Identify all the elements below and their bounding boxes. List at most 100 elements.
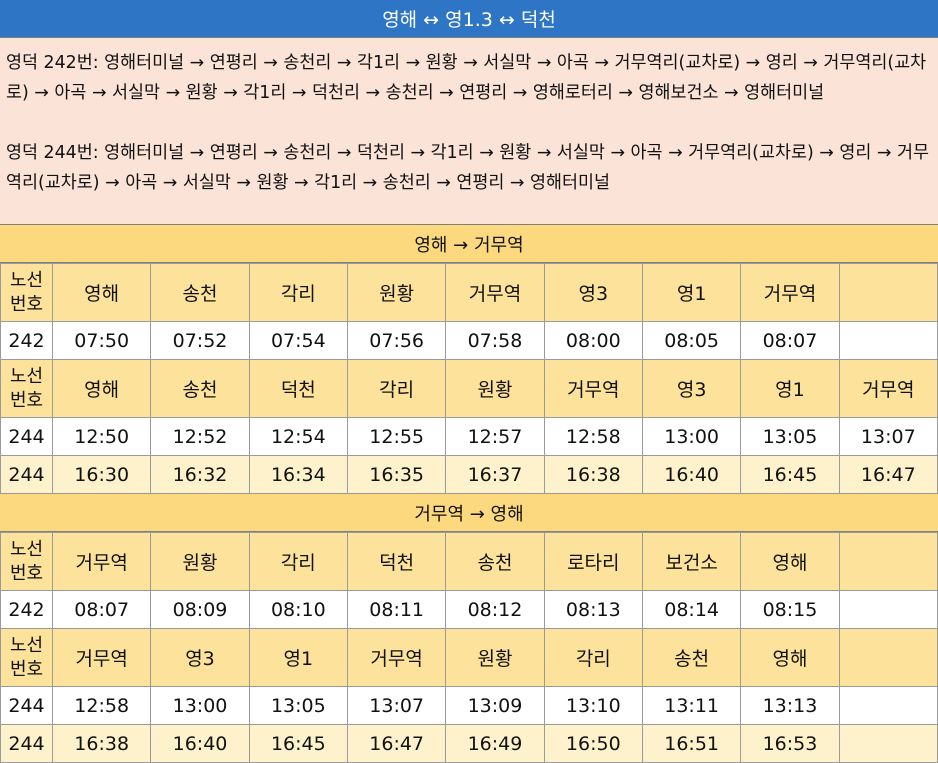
stop-name-cell: 보건소 (641, 532, 742, 591)
stop-name-cell: 덕천 (346, 532, 447, 591)
departure-time-cell: 08:07 (51, 590, 152, 629)
departure-time-cell: 08:09 (150, 590, 250, 629)
stop-header-row: 노선 번호 거무역 원황 각리 덕천 송천 로타리 보건소 영해 (0, 532, 938, 591)
departure-time-cell: 07:54 (248, 321, 348, 360)
departure-time-cell: 07:56 (346, 321, 447, 360)
stop-name-cell: 송천 (150, 263, 250, 322)
route-number-cell: 244 (0, 686, 53, 725)
departure-time-cell: 13:09 (445, 686, 545, 725)
departure-time-cell (838, 686, 938, 725)
departure-time-cell: 16:37 (445, 455, 545, 494)
schedule-table: 노선 번호 거무역 원황 각리 덕천 송천 로타리 보건소 영해 242 08:07 08:09 08:… (0, 532, 938, 763)
route-number-cell: 244 (0, 455, 53, 494)
departure-time-cell: 16:40 (150, 724, 250, 763)
stop-name-cell: 로타리 (543, 532, 643, 591)
departure-time-cell: 12:57 (445, 417, 545, 456)
departure-time-cell: 12:52 (150, 417, 250, 456)
stop-name-cell: 거무역 (51, 532, 152, 591)
stop-name-cell: 거무역 (543, 359, 643, 418)
stop-name-cell (838, 263, 938, 322)
timetable-title: 영해 ↔ 영1.3 ↔ 덕천 (0, 0, 938, 38)
schedule-row: 244 16:30 16:32 16:34 16:35 16:37 16:38 16:40 16… (0, 455, 938, 494)
departure-time-cell: 16:49 (445, 724, 545, 763)
section-title: 영해 → 거무역 (0, 225, 938, 263)
departure-time-cell: 13:10 (543, 686, 643, 725)
stop-name-cell: 원황 (346, 263, 447, 322)
stop-name-cell: 덕천 (248, 359, 348, 418)
stop-name-cell: 거무역 (346, 628, 447, 687)
stop-name-cell: 영해 (740, 532, 840, 591)
departure-time-cell: 16:47 (346, 724, 447, 763)
stop-name-cell (838, 628, 938, 687)
departure-time-cell: 16:50 (543, 724, 643, 763)
departure-time-cell: 16:38 (543, 455, 643, 494)
departure-time-cell (838, 590, 938, 629)
departure-time-cell: 16:51 (641, 724, 742, 763)
departure-time-cell: 08:05 (641, 321, 742, 360)
stop-header-row: 노선 번호 영해 송천 각리 원황 거무역 영3 영1 거무역 (0, 263, 938, 322)
stop-name-cell: 영해 (740, 628, 840, 687)
departure-time-cell: 08:07 (740, 321, 840, 360)
departure-time-cell: 08:13 (543, 590, 643, 629)
schedule-row: 244 12:50 12:52 12:54 12:55 12:57 12:58 13:00 13… (0, 417, 938, 456)
stop-name-cell: 영3 (543, 263, 643, 322)
stop-name-cell: 거무역 (740, 263, 840, 322)
route-number-cell: 244 (0, 417, 53, 456)
stop-name-cell: 거무역 (51, 628, 152, 687)
route-number-header: 노선 번호 (0, 359, 53, 418)
departure-time-cell: 12:55 (346, 417, 447, 456)
route-number-cell: 242 (0, 321, 53, 360)
departure-time-cell: 08:10 (248, 590, 348, 629)
departure-time-cell: 08:14 (641, 590, 742, 629)
departure-time-cell: 13:07 (838, 417, 938, 456)
departure-time-cell: 08:11 (346, 590, 447, 629)
departure-time-cell: 12:58 (51, 686, 152, 725)
stop-name-cell: 원황 (445, 359, 545, 418)
departure-time-cell: 12:50 (51, 417, 152, 456)
route-number-header: 노선 번호 (0, 628, 53, 687)
departure-time-cell: 16:45 (740, 455, 840, 494)
stop-name-cell: 영1 (641, 263, 742, 322)
departure-time-cell: 13:07 (346, 686, 447, 725)
departure-time-cell: 13:11 (641, 686, 742, 725)
stop-header-row: 노선 번호 거무역 영3 영1 거무역 원황 각리 송천 영해 (0, 628, 938, 687)
departure-time-cell: 07:52 (150, 321, 250, 360)
stop-name-cell: 영3 (150, 628, 250, 687)
departure-time-cell (838, 724, 938, 763)
route-info-panel: 영덕 242번: 영해터미널 → 연평리 → 송천리 → 각1리 → 원황 → … (0, 38, 938, 225)
schedule-row: 244 16:38 16:40 16:45 16:47 16:49 16:50 16:51 16… (0, 724, 938, 763)
stop-name-cell: 거무역 (838, 359, 938, 418)
departure-time-cell: 16:35 (346, 455, 447, 494)
stop-header-row: 노선 번호 영해 송천 덕천 각리 원황 거무역 영3 영1 거무역 (0, 359, 938, 418)
route-number-cell: 244 (0, 724, 53, 763)
stop-name-cell: 송천 (641, 628, 742, 687)
departure-time-cell: 16:53 (740, 724, 840, 763)
schedule-row: 242 08:07 08:09 08:10 08:11 08:12 08:13 08:14 08… (0, 590, 938, 629)
route-242-description: 영덕 242번: 영해터미널 → 연평리 → 송천리 → 각1리 → 원황 → … (6, 53, 927, 103)
departure-time-cell: 07:58 (445, 321, 545, 360)
stop-name-cell: 원황 (445, 628, 545, 687)
departure-time-cell: 13:05 (740, 417, 840, 456)
departure-time-cell: 07:50 (51, 321, 152, 360)
departure-time-cell: 13:13 (740, 686, 840, 725)
schedule-row: 244 12:58 13:00 13:05 13:07 13:09 13:10 13:11 13… (0, 686, 938, 725)
departure-time-cell: 13:00 (150, 686, 250, 725)
departure-time-cell: 16:47 (838, 455, 938, 494)
departure-time-cell: 13:05 (248, 686, 348, 725)
stop-name-cell: 거무역 (445, 263, 545, 322)
stop-name-cell: 영해 (51, 263, 152, 322)
stop-name-cell: 송천 (445, 532, 545, 591)
stop-name-cell: 각리 (543, 628, 643, 687)
stop-name-cell: 송천 (150, 359, 250, 418)
section-title: 거무역 → 영해 (0, 494, 938, 532)
stop-name-cell: 영해 (51, 359, 152, 418)
departure-time-cell: 16:30 (51, 455, 152, 494)
departure-time-cell: 16:38 (51, 724, 152, 763)
departure-time-cell (838, 321, 938, 360)
departure-time-cell: 12:58 (543, 417, 643, 456)
departure-time-cell: 08:12 (445, 590, 545, 629)
departure-time-cell: 16:32 (150, 455, 250, 494)
stop-name-cell (838, 532, 938, 591)
departure-time-cell: 16:40 (641, 455, 742, 494)
